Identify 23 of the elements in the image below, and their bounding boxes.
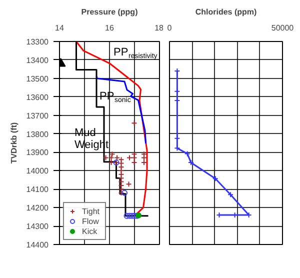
chart-title: Chlorides (ppm) (195, 8, 257, 16)
y-tick-label: 14200 (26, 204, 50, 213)
y-tick-label: 14000 (26, 166, 50, 176)
y-tick-label: 13500 (26, 74, 50, 84)
x-tick-label: 14 (55, 24, 64, 32)
y-tick-label: 13400 (26, 56, 50, 65)
y-tick-label: 13300 (26, 38, 50, 46)
x-tick-label: 50000 (271, 24, 294, 32)
y-axis-title: TVDrkb (ft) (9, 122, 18, 164)
y-tick-label: 13900 (26, 148, 50, 158)
y-tick-label: 13700 (26, 111, 50, 120)
x-tick-label: 16 (105, 24, 114, 32)
legend-label: Flow (82, 216, 100, 226)
y-tick-label: 13800 (26, 130, 50, 139)
y-tick-label: 14300 (26, 222, 50, 232)
y-tick-label: 14400 (26, 240, 50, 250)
y-tick-label: 13600 (26, 92, 50, 102)
legend-label: Tight (82, 206, 100, 216)
y-tick-label: 14100 (26, 185, 50, 194)
chart-title: Pressure (ppg) (81, 8, 138, 16)
legend-label: Kick (82, 226, 98, 236)
x-tick-label: 0 (167, 24, 172, 32)
x-tick-label: 18 (154, 24, 164, 32)
